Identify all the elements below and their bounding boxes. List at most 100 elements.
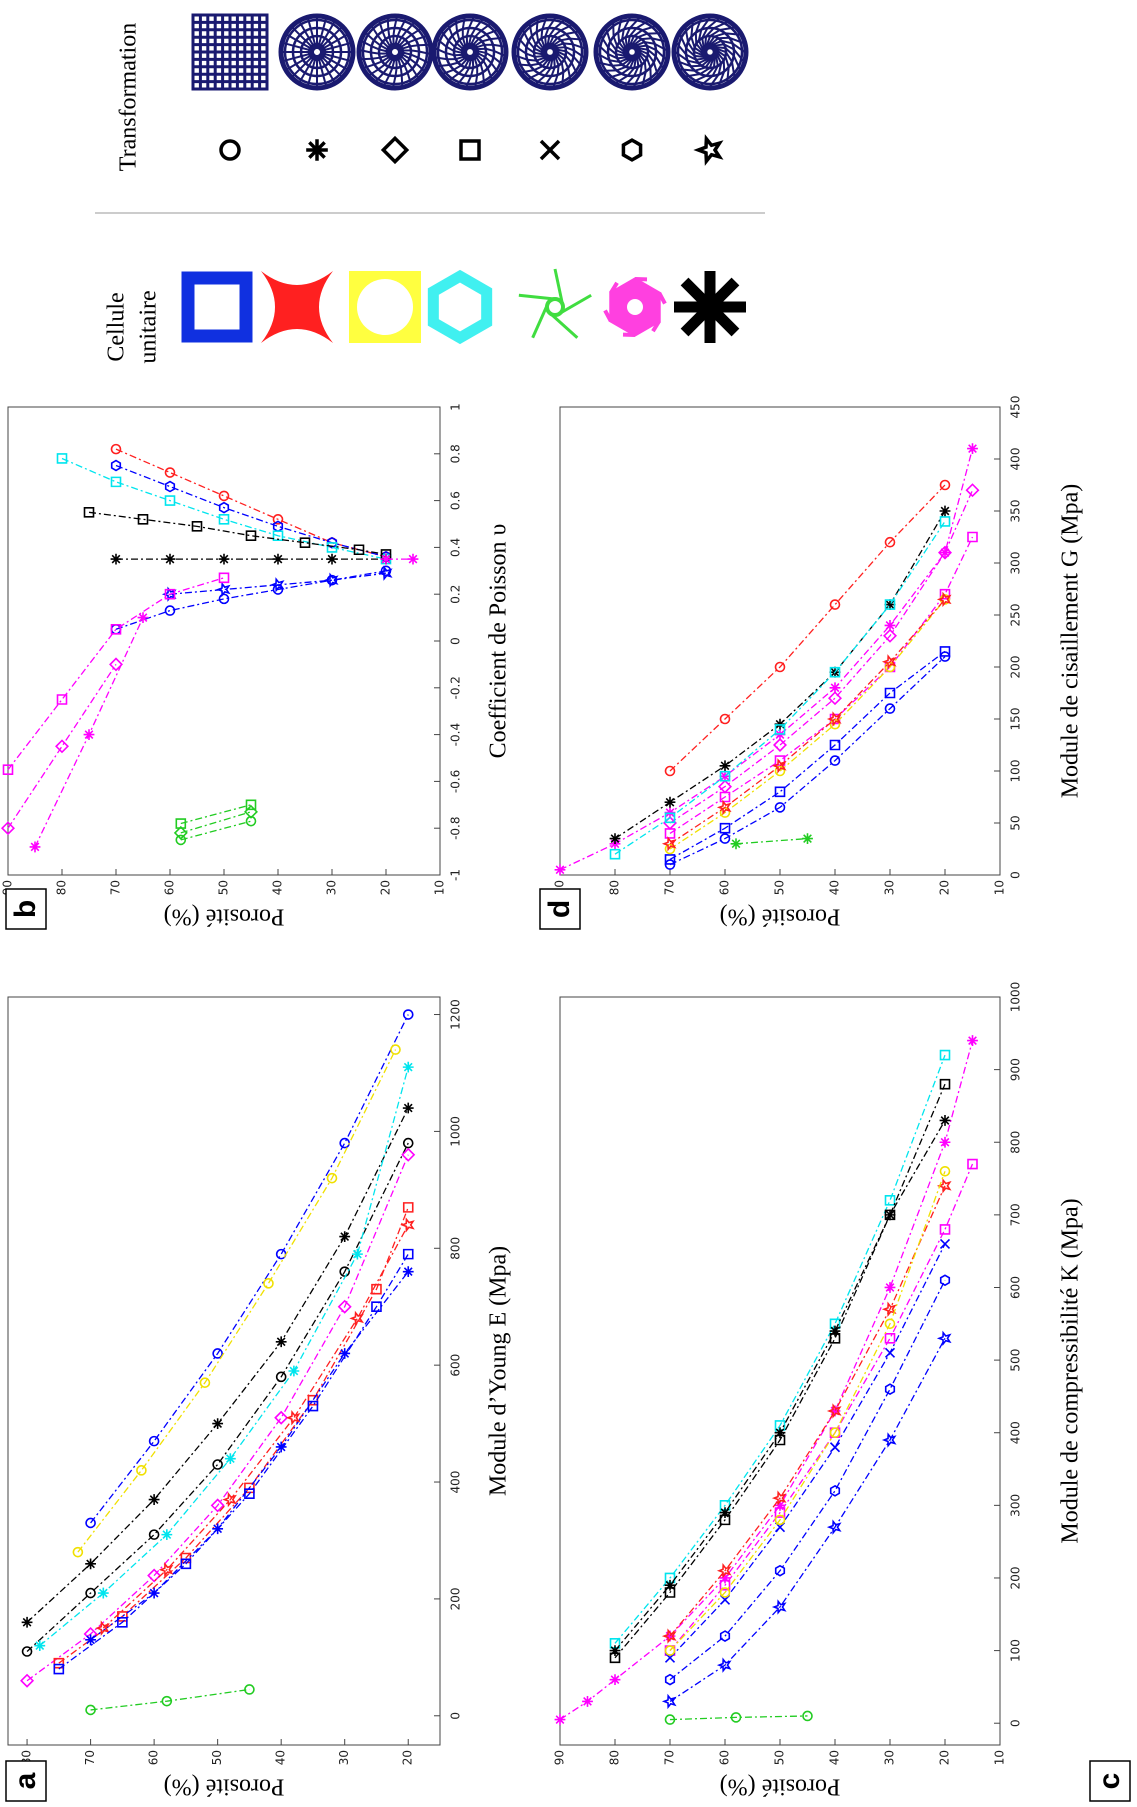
data-point — [161, 1695, 173, 1707]
pattern-spoke — [701, 37, 705, 48]
data-point — [110, 476, 122, 488]
data-point — [337, 1299, 352, 1314]
series-line — [26, 1142, 409, 1652]
transformation-marker — [621, 138, 643, 162]
data-point — [371, 1301, 382, 1313]
pattern-spoke — [513, 44, 527, 55]
pattern-spoke — [460, 58, 468, 67]
panel-label-box — [539, 888, 581, 930]
pattern-spoke — [371, 56, 381, 60]
pattern-spoke — [724, 56, 730, 68]
pattern-spoke — [516, 36, 528, 48]
pattern-spoke — [552, 29, 562, 38]
cell-hole — [627, 299, 643, 315]
pattern-spoke — [337, 33, 349, 41]
y-tick-label: 40 — [274, 1750, 288, 1765]
pattern-spoke — [434, 56, 448, 61]
series-line — [90, 1271, 409, 1641]
data-point — [939, 651, 951, 662]
pattern-spoke — [721, 39, 733, 45]
transformation-marker — [380, 135, 410, 165]
data-point — [661, 1628, 677, 1644]
pattern-spoke — [717, 63, 723, 75]
data-point — [218, 501, 230, 514]
x-tick-label: 100 — [1009, 1639, 1023, 1662]
pattern-spoke — [717, 71, 726, 88]
panel: 02004006008001000120020304050607080Modul… — [5, 996, 512, 1802]
data-point — [339, 1348, 351, 1359]
data-point — [967, 443, 978, 454]
data-point — [939, 1136, 951, 1148]
data-point — [965, 483, 980, 498]
data-point — [719, 760, 731, 772]
data-point — [938, 545, 952, 560]
pattern-spoke — [717, 50, 726, 58]
x-tick-label: 0 — [449, 637, 463, 645]
pattern-spoke — [572, 43, 587, 50]
x-tick-label: 200 — [1009, 1567, 1023, 1590]
x-tick-label: 200 — [1009, 656, 1023, 679]
transformation-marker — [539, 139, 561, 161]
series-line — [102, 1224, 409, 1629]
series-line — [614, 1083, 946, 1659]
pattern-spoke — [639, 64, 643, 75]
pattern-spoke — [391, 59, 396, 69]
pattern-spoke — [490, 62, 500, 75]
pattern-spoke — [464, 75, 472, 89]
pattern-spoke — [465, 27, 470, 37]
transformation-marker — [459, 139, 481, 161]
pattern-spoke — [376, 34, 384, 43]
data-point — [390, 1044, 401, 1055]
pattern-ring — [524, 26, 576, 78]
pattern-spoke — [551, 37, 559, 45]
pattern-icon — [671, 13, 749, 91]
pattern-spoke — [556, 33, 567, 39]
pattern-spoke — [717, 52, 725, 61]
pattern-spoke — [360, 39, 373, 48]
pattern-spoke — [387, 59, 394, 68]
x-tick-label: 100 — [1009, 760, 1023, 783]
data-point — [285, 1410, 301, 1426]
cell-tab — [609, 281, 619, 295]
y-tick-label: 70 — [109, 880, 123, 895]
pattern-spoke — [544, 27, 550, 38]
data-point — [272, 553, 284, 565]
pattern-spoke — [328, 20, 336, 32]
pattern-spoke — [690, 74, 707, 84]
data-point — [939, 1274, 951, 1287]
x-tick-label: 250 — [1009, 604, 1023, 627]
pattern-spoke — [449, 61, 459, 66]
data-point — [881, 654, 897, 670]
data-point — [829, 666, 841, 678]
cell-icon — [674, 271, 746, 343]
pattern-spoke — [725, 51, 733, 63]
pattern-spoke — [370, 24, 379, 36]
data-point — [719, 791, 731, 803]
data-point — [148, 1435, 160, 1447]
data-point — [326, 553, 338, 565]
pattern-spoke — [454, 18, 459, 32]
pattern-spoke — [729, 36, 746, 45]
pattern-spoke — [470, 67, 475, 77]
data-point — [664, 1579, 676, 1591]
x-tick-label: 800 — [449, 1237, 463, 1260]
pattern-spoke — [337, 63, 349, 71]
data-point — [401, 1147, 416, 1162]
pattern-spoke — [531, 35, 537, 46]
y-tick-label: 60 — [147, 1750, 161, 1765]
pattern-spoke — [381, 56, 390, 63]
y-tick-label: 40 — [828, 880, 842, 895]
pattern-spoke — [538, 58, 547, 65]
data-point — [774, 1507, 786, 1518]
pattern-spoke — [474, 17, 485, 30]
pattern-spoke — [448, 40, 456, 48]
data-point — [716, 1562, 732, 1579]
pattern-spoke — [637, 44, 647, 48]
pattern-spoke — [411, 27, 423, 36]
pattern-spoke — [567, 67, 572, 82]
pattern-spoke — [458, 39, 465, 48]
data-point — [402, 1061, 414, 1073]
pattern-spoke — [560, 37, 571, 42]
data-point — [85, 1634, 96, 1646]
y-tick-label: 70 — [663, 1750, 677, 1765]
